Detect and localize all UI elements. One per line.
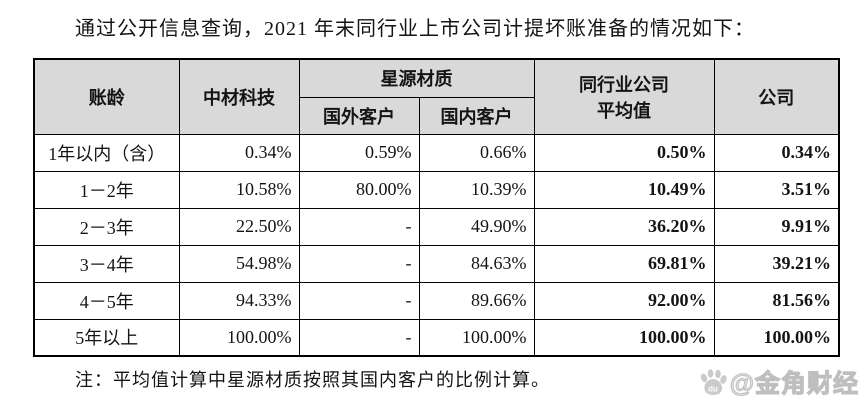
industry-avg-value: 69.81% <box>533 244 715 283</box>
foreign-value: - <box>298 244 420 283</box>
table-row: 1－2年 10.58% 80.00% 10.39% 10.49% 3.51% <box>33 170 840 209</box>
aging-label: 3－4年 <box>33 244 180 283</box>
domestic-value: 0.66% <box>418 133 535 172</box>
company-value: 0.34% <box>713 133 840 172</box>
domestic-value: 84.63% <box>418 244 535 283</box>
industry-avg-line1: 同行业公司 <box>579 74 669 95</box>
foreign-value: 0.59% <box>298 133 420 172</box>
col-header-company: 公司 <box>713 58 840 135</box>
company-value: 39.21% <box>713 244 840 283</box>
domestic-value: 10.39% <box>418 170 535 209</box>
sinoma-value: 100.00% <box>178 318 300 357</box>
bad-debt-provision-table: 账龄 中材科技 星源材质 同行业公司 平均值 公司 国外客户 国内客户 1年以内… <box>33 58 840 357</box>
foreign-value: - <box>298 318 420 357</box>
table-row: 2－3年 22.50% - 49.90% 36.20% 9.91% <box>33 207 840 246</box>
table-row: 3－4年 54.98% - 84.63% 69.81% 39.21% <box>33 244 840 283</box>
col-header-sinoma: 中材科技 <box>178 58 300 135</box>
industry-avg-value: 0.50% <box>533 133 715 172</box>
page-title: 通过公开信息查询，2021 年末同行业上市公司计提坏账准备的情况如下： <box>75 18 755 40</box>
domestic-value: 49.90% <box>418 207 535 246</box>
domestic-value: 100.00% <box>418 318 535 357</box>
table-row: 1年以内（含） 0.34% 0.59% 0.66% 0.50% 0.34% <box>33 133 840 172</box>
foreign-value: - <box>298 207 420 246</box>
aging-label: 2－3年 <box>33 207 180 246</box>
company-value: 9.91% <box>713 207 840 246</box>
industry-avg-value: 100.00% <box>533 318 715 357</box>
aging-label: 1年以内（含） <box>33 133 180 172</box>
industry-avg-value: 92.00% <box>533 281 715 320</box>
baidu-paw-icon: du <box>700 369 727 395</box>
col-header-foreign-customers: 国外客户 <box>298 96 420 135</box>
col-header-aging: 账龄 <box>33 58 180 135</box>
col-header-industry-avg: 同行业公司 平均值 <box>533 58 715 135</box>
company-value: 100.00% <box>713 318 840 357</box>
sinoma-value: 54.98% <box>178 244 300 283</box>
sinoma-value: 10.58% <box>178 170 300 209</box>
footnote: 注：平均值计算中星源材质按照其国内客户的比例计算。 <box>75 370 550 390</box>
col-header-domestic-customers: 国内客户 <box>418 96 535 135</box>
foreign-value: - <box>298 281 420 320</box>
industry-avg-value: 36.20% <box>533 207 715 246</box>
table-row: 5年以上 100.00% - 100.00% 100.00% 100.00% <box>33 318 840 357</box>
aging-label: 5年以上 <box>33 318 180 357</box>
paw-icon-label: du <box>708 385 718 394</box>
domestic-value: 89.66% <box>418 281 535 320</box>
aging-label: 1－2年 <box>33 170 180 209</box>
sinoma-value: 0.34% <box>178 133 300 172</box>
sinoma-value: 22.50% <box>178 207 300 246</box>
col-header-senyuan: 星源材质 <box>298 58 535 98</box>
company-value: 81.56% <box>713 281 840 320</box>
aging-label: 4－5年 <box>33 281 180 320</box>
watermark-handle: @金角财经 <box>729 370 859 399</box>
industry-avg-value: 10.49% <box>533 170 715 209</box>
company-value: 3.51% <box>713 170 840 209</box>
foreign-value: 80.00% <box>298 170 420 209</box>
watermark: du @金角财经 <box>698 364 859 400</box>
sinoma-value: 94.33% <box>178 281 300 320</box>
table-row: 4－5年 94.33% - 89.66% 92.00% 81.56% <box>33 281 840 320</box>
industry-avg-line2: 平均值 <box>597 100 651 121</box>
